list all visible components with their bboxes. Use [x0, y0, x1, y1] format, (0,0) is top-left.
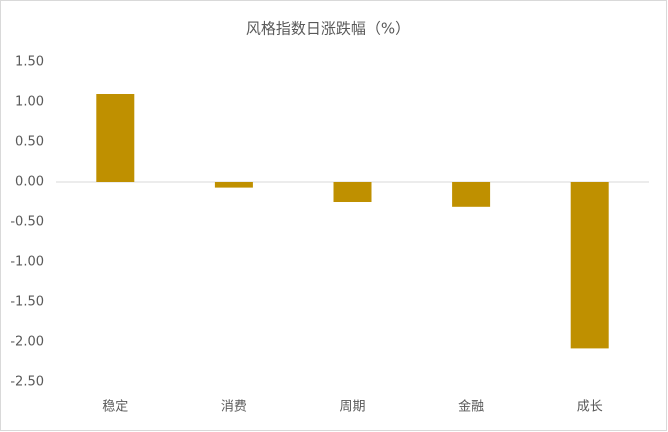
bar: [570, 182, 609, 349]
y-tick-label: -2.50: [10, 375, 44, 390]
x-tick-label: 成长: [577, 400, 603, 415]
bar: [96, 94, 135, 182]
y-tick-label: 1.00: [15, 95, 44, 110]
y-tick-label: 0.00: [15, 175, 44, 190]
bar: [214, 182, 253, 188]
x-tick-label: 金融: [458, 399, 484, 415]
x-tick-label: 稳定: [102, 399, 128, 415]
y-tick-label: -0.50: [10, 215, 44, 230]
y-tick-label: -1.50: [10, 295, 44, 310]
chart-title: 风格指数日涨跌幅（%）: [246, 20, 410, 38]
y-tick-label: -2.00: [10, 335, 44, 350]
bar: [452, 182, 491, 207]
x-tick-label: 周期: [339, 400, 365, 415]
x-tick-label: 消费: [221, 400, 247, 415]
y-tick-label: 1.50: [15, 55, 44, 70]
y-tick-label: -1.00: [10, 255, 44, 270]
y-tick-label: 0.50: [15, 135, 44, 150]
bar: [333, 182, 372, 202]
